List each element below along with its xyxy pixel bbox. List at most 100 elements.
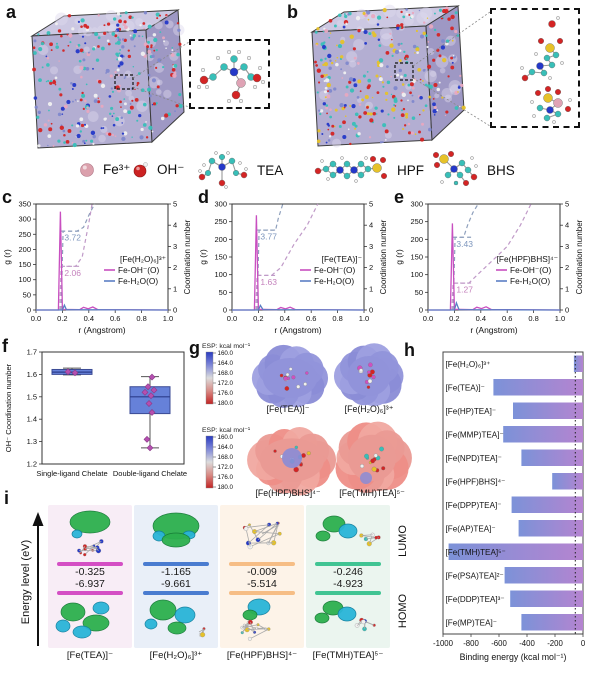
molecule [520, 16, 572, 124]
atom [218, 163, 226, 171]
x-tick-label: 0.2 [449, 314, 459, 323]
x-tick-label: 0.8 [332, 314, 342, 323]
atom [219, 153, 226, 160]
legend-item-3: HPF [314, 150, 424, 190]
rdf-plot-d: 0 50 100 150 200 250 300 0 1 2 3 4 5 0.0 0.2 0.4 0.6 0.8 1… [198, 200, 388, 336]
atom [463, 180, 470, 187]
atom [464, 166, 472, 174]
x-tick-label: 0.6 [502, 314, 512, 323]
atom [548, 76, 552, 80]
y-axis-label: OH⁻ Coordination number [4, 363, 13, 452]
coordination-number-curve [59, 203, 93, 311]
y-tick-label: 0 [419, 306, 423, 315]
atom [545, 43, 555, 53]
zoom-region-b [394, 62, 414, 81]
lumo-orbital-graphic [152, 512, 200, 548]
x-axis-label: r (Angstrom) [78, 325, 125, 335]
atom [218, 179, 226, 187]
simulation-particles [32, 11, 183, 148]
y-tick-label: 1.6 [27, 370, 37, 379]
orbital-isosurface [144, 599, 206, 638]
atom [555, 88, 562, 95]
cn-annotation: 2.06 [64, 268, 81, 278]
bar-5 [552, 473, 583, 490]
energy-level-bar [229, 591, 295, 595]
y2-tick-label: 2 [369, 263, 373, 272]
atom [380, 173, 387, 180]
atom [226, 151, 230, 155]
atom [543, 54, 551, 62]
bar-label: [Fe(HP)TEA]⁻ [446, 407, 497, 416]
bar-label: [Fe(DDP)TEA]³⁻ [446, 595, 505, 604]
atom [552, 51, 560, 59]
y2-tick-label: 2 [173, 263, 177, 272]
molecule [433, 151, 478, 187]
atom [540, 69, 548, 77]
energy-level-bar [57, 562, 123, 566]
esp-molecule-label: [Fe(TMH)TEA]⁵⁻ [339, 488, 405, 498]
y2-tick-label: 3 [369, 242, 373, 251]
data-point [147, 392, 155, 400]
y-tick-label: 50 [415, 288, 423, 297]
esp-scale-tick: 164.0 [218, 360, 234, 367]
legend-label: HPF [397, 162, 424, 178]
esp-scale-tick: 172.0 [218, 464, 234, 471]
esp-colorbar [205, 351, 214, 405]
atom [357, 171, 365, 179]
homo-orbital-graphic [240, 598, 271, 641]
x-tick-label: 0.6 [110, 314, 120, 323]
legend-label: OH⁻ [157, 162, 185, 177]
atom [364, 156, 368, 160]
rdf-plot-e: 0 50 100 150 200 250 300 0 1 2 3 4 5 0.0 0.2 0.4 0.6 0.8 1… [394, 200, 584, 336]
legend-entry: Fe-OH⁻(O) [118, 265, 159, 275]
esp-molecule-label: [Fe(H₂O)₆]³⁺ [345, 404, 394, 414]
hpf-molecule-icon [314, 156, 387, 183]
panel-i-label: i [4, 488, 10, 508]
atom [260, 80, 265, 85]
panel-f-label: f [2, 336, 8, 356]
atom [214, 151, 218, 155]
y2-tick-label: 5 [369, 200, 373, 209]
y2-tick-label: 2 [565, 263, 569, 272]
orbital-isosurface [315, 515, 381, 547]
y-tick-label: 100 [410, 270, 423, 279]
esp-scale-tick: 168.0 [218, 370, 234, 377]
boxplot-f: 1.2 1.3 1.4 1.5 1.6 1.7 OH⁻ Coordination numbe… [4, 348, 187, 479]
homo-value: -6.937 [75, 577, 105, 590]
atom [240, 63, 248, 71]
energy-level-bar [57, 591, 123, 595]
y2-axis-label: Coordination number [379, 219, 388, 294]
y-tick-label: 350 [18, 200, 31, 209]
simulation-box-a [30, 9, 185, 149]
gr-series [36, 303, 169, 311]
atom [224, 185, 228, 189]
atom [196, 85, 201, 90]
bhs-molecule-icon [433, 151, 478, 187]
x-tick-label: 0.0 [423, 314, 433, 323]
y-tick-label: 0 [27, 306, 31, 315]
legend-entry: Fe-H₂O(O) [314, 276, 354, 286]
atom [329, 160, 337, 168]
molecule [198, 151, 248, 189]
series-group-title: [Fe(TEA)]⁻ [322, 254, 362, 264]
bar-8 [448, 543, 583, 560]
bar-label: [Fe(H₂O)₆]³⁺ [446, 360, 491, 369]
atom [239, 99, 244, 104]
x-axis-label: r (Angstrom) [470, 325, 517, 335]
cn-annotation: 3.43 [456, 239, 473, 249]
atom [204, 85, 209, 90]
bar-label: [Fe(TMH)TEA]⁵⁻ [446, 548, 506, 557]
atom [556, 16, 560, 20]
x-tick-label: -600 [491, 639, 507, 648]
y2-tick-label: 4 [369, 221, 373, 230]
y2-tick-label: 1 [565, 284, 569, 293]
x-tick-label: 0.0 [31, 314, 41, 323]
legend-entry: Fe-OH⁻(O) [510, 265, 551, 275]
bar-7 [518, 520, 583, 537]
esp-scale-tick: 164.0 [218, 444, 234, 451]
bar-9 [504, 567, 583, 584]
atom [520, 66, 524, 70]
atom [236, 78, 246, 88]
lumo-orbital-graphic [242, 521, 282, 550]
homo-orbital-graphic [314, 600, 376, 632]
